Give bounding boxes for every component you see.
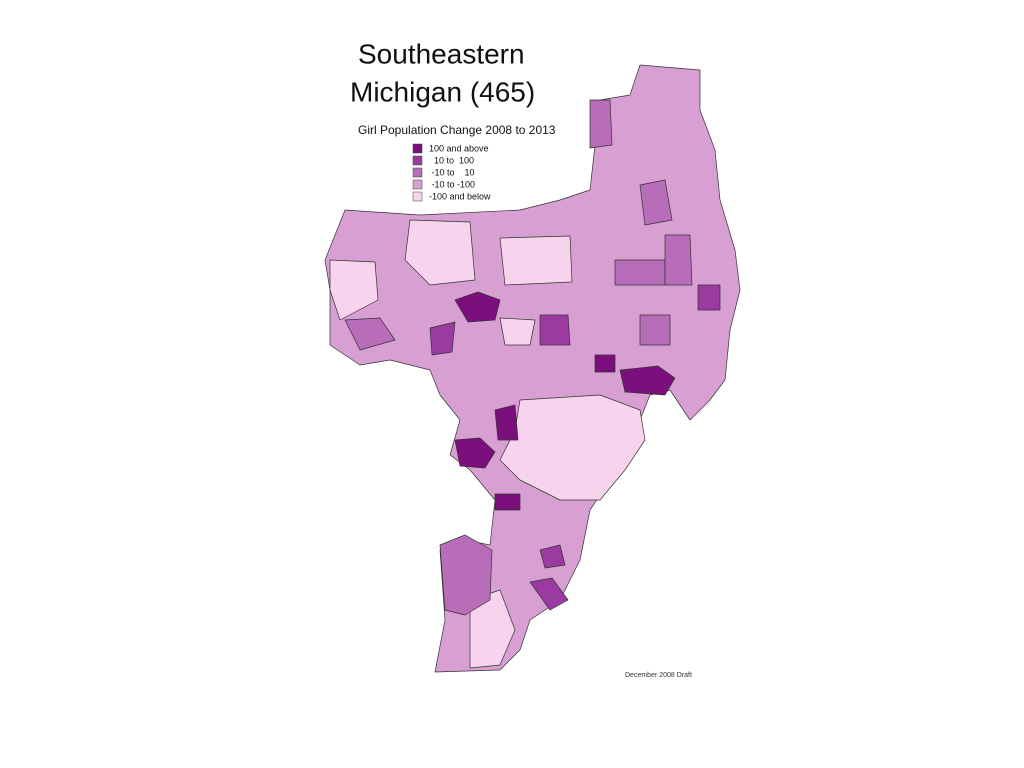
legend: 100 and above 10 to 100 -10 to 10 -10 to… xyxy=(412,143,491,202)
region xyxy=(454,291,501,323)
legend-swatch xyxy=(412,179,423,190)
map-title: Southeastern xyxy=(358,38,525,69)
map-title: Michigan (465) xyxy=(350,76,535,107)
region xyxy=(639,179,673,226)
footer-note: December 2008 Draft xyxy=(625,672,692,679)
legend-title: Girl Population Change 2008 to 2013 xyxy=(358,123,556,137)
legend-swatch xyxy=(412,191,423,202)
legend-label: -10 to -100 xyxy=(429,179,475,189)
region xyxy=(329,259,379,321)
region-area xyxy=(324,64,741,673)
legend-label: 10 to 100 xyxy=(429,155,474,165)
region xyxy=(539,314,571,346)
region xyxy=(539,544,566,569)
region xyxy=(454,437,496,469)
region xyxy=(619,365,676,396)
region xyxy=(439,534,493,616)
region xyxy=(344,317,396,351)
region xyxy=(429,321,456,356)
region xyxy=(499,317,536,346)
region xyxy=(499,394,646,501)
region xyxy=(529,577,569,611)
region xyxy=(469,589,516,669)
legend-label: -10 to 10 xyxy=(429,167,475,177)
legend-swatch xyxy=(412,155,423,166)
legend-label: 100 and above xyxy=(429,143,489,153)
legend-label: -100 and below xyxy=(429,191,491,201)
region xyxy=(589,99,613,149)
legend-swatch xyxy=(412,167,423,178)
legend-swatch xyxy=(412,143,423,154)
region xyxy=(697,284,721,311)
region xyxy=(594,354,616,373)
region xyxy=(494,493,521,511)
region xyxy=(639,314,671,346)
region xyxy=(614,259,666,286)
region xyxy=(664,234,693,286)
region xyxy=(499,235,573,286)
region xyxy=(404,219,476,286)
map xyxy=(324,64,741,673)
region xyxy=(494,404,519,441)
